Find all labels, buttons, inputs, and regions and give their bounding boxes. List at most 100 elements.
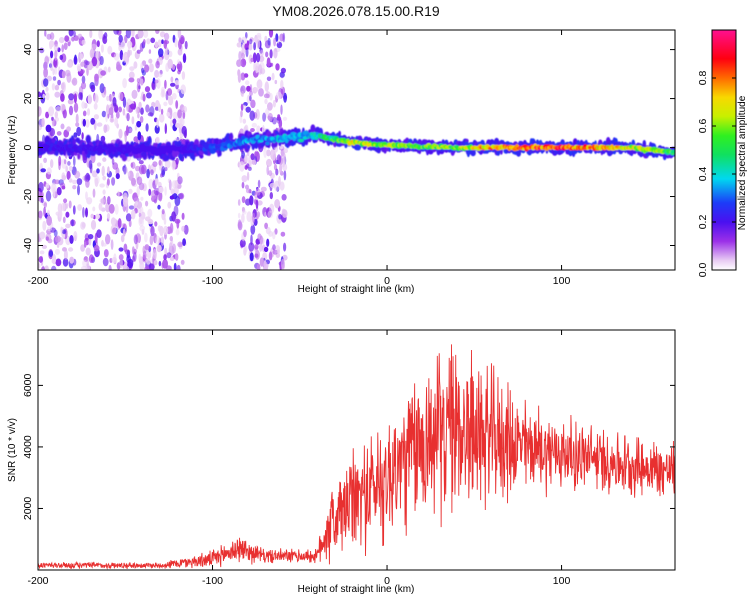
noise-blob xyxy=(86,67,89,76)
noise-blob xyxy=(146,38,151,45)
noise-blob xyxy=(68,247,74,252)
noise-blob xyxy=(55,106,62,113)
noise-blob xyxy=(240,72,246,81)
noise-blob xyxy=(38,106,42,117)
noise-blob xyxy=(252,212,256,223)
noise-blob xyxy=(75,122,80,127)
noise-blob xyxy=(63,129,69,138)
noise-blob xyxy=(133,61,138,69)
noise-blob xyxy=(177,109,183,119)
noise-blob xyxy=(77,184,80,196)
noise-blob xyxy=(254,253,259,258)
noise-blob xyxy=(240,58,247,68)
noise-blob xyxy=(42,93,45,99)
ridge-core-blob xyxy=(238,142,243,146)
noise-blob xyxy=(283,242,287,252)
noise-blob xyxy=(172,111,178,120)
noise-blob xyxy=(158,159,162,166)
noise-blob xyxy=(107,196,111,205)
noise-blob xyxy=(137,112,140,119)
noise-blob xyxy=(245,32,248,39)
noise-blob xyxy=(100,70,106,76)
noise-blob xyxy=(61,229,67,235)
noise-blob xyxy=(160,86,166,95)
noise-blob xyxy=(62,109,67,119)
noise-blob xyxy=(84,174,87,182)
noise-blob xyxy=(173,262,177,270)
noise-blob xyxy=(63,249,68,261)
noise-blob xyxy=(258,64,263,75)
ridge-halo-blob xyxy=(177,140,182,148)
ridge-halo-blob xyxy=(470,149,476,157)
noise-blob xyxy=(80,81,87,90)
noise-blob xyxy=(88,254,94,263)
noise-blob xyxy=(169,242,173,251)
noise-blob xyxy=(243,155,248,166)
noise-blob xyxy=(259,49,264,57)
noise-blob xyxy=(45,92,50,101)
snr-y-label: SNR (10 * v/v) xyxy=(7,418,18,482)
noise-blob xyxy=(282,209,288,218)
noise-blob xyxy=(128,77,135,83)
noise-blob xyxy=(161,209,165,215)
noise-blob xyxy=(174,218,181,224)
noise-blob xyxy=(256,79,263,89)
noise-blob xyxy=(131,177,136,186)
noise-blob xyxy=(125,30,131,39)
noise-blob xyxy=(164,32,170,41)
noise-blob xyxy=(136,201,143,209)
noise-blob xyxy=(85,60,90,66)
noise-blob xyxy=(241,181,245,189)
noise-blob xyxy=(245,106,251,113)
noise-blob xyxy=(131,116,135,125)
noise-blob xyxy=(275,33,279,42)
noise-blob xyxy=(67,99,74,105)
noise-blob xyxy=(263,93,270,99)
noise-blob xyxy=(258,88,264,97)
noise-blob xyxy=(133,136,139,143)
noise-blob xyxy=(106,178,110,186)
noise-blob xyxy=(264,81,269,92)
noise-blob xyxy=(46,33,52,40)
noise-blob xyxy=(45,183,50,189)
noise-blob xyxy=(273,37,277,47)
noise-blob xyxy=(39,250,45,255)
noise-blob xyxy=(275,63,280,71)
noise-blob xyxy=(96,122,103,127)
noise-blob xyxy=(144,64,150,73)
noise-blob xyxy=(253,87,259,93)
noise-blob xyxy=(65,203,69,209)
noise-blob xyxy=(250,224,256,235)
noise-blob xyxy=(146,258,151,265)
noise-blob xyxy=(161,166,166,176)
noise-blob xyxy=(44,265,49,270)
noise-blob xyxy=(257,179,261,188)
noise-blob xyxy=(65,165,68,173)
noise-blob xyxy=(46,75,53,82)
noise-blob xyxy=(73,231,78,241)
noise-blob xyxy=(54,50,58,58)
spectrogram-x-label: Height of straight line (km) xyxy=(298,284,415,295)
noise-blob xyxy=(68,200,72,209)
noise-blob xyxy=(133,197,140,203)
noise-blob xyxy=(82,259,88,268)
noise-blob xyxy=(49,60,54,72)
x-tick-label: -200 xyxy=(27,275,48,287)
noise-blob xyxy=(249,90,253,97)
snr-x-label: Height of straight line (km) xyxy=(298,584,415,595)
x-tick-label: -200 xyxy=(27,575,48,587)
noise-blob xyxy=(38,262,41,269)
noise-blob xyxy=(130,209,136,220)
noise-blob xyxy=(122,196,129,207)
noise-blob xyxy=(110,217,116,226)
noise-blob xyxy=(245,47,249,58)
noise-blob xyxy=(145,104,150,113)
noise-blob xyxy=(136,78,140,83)
noise-blob xyxy=(122,78,127,89)
noise-blob xyxy=(117,218,122,229)
noise-blob xyxy=(61,44,64,53)
noise-blob xyxy=(58,37,65,44)
colorbar: 0.0 0.2 0.4 0.6 0.8 Normalized spectral ampl… xyxy=(697,29,748,277)
noise-blob xyxy=(142,250,147,260)
noise-blob xyxy=(237,212,241,219)
